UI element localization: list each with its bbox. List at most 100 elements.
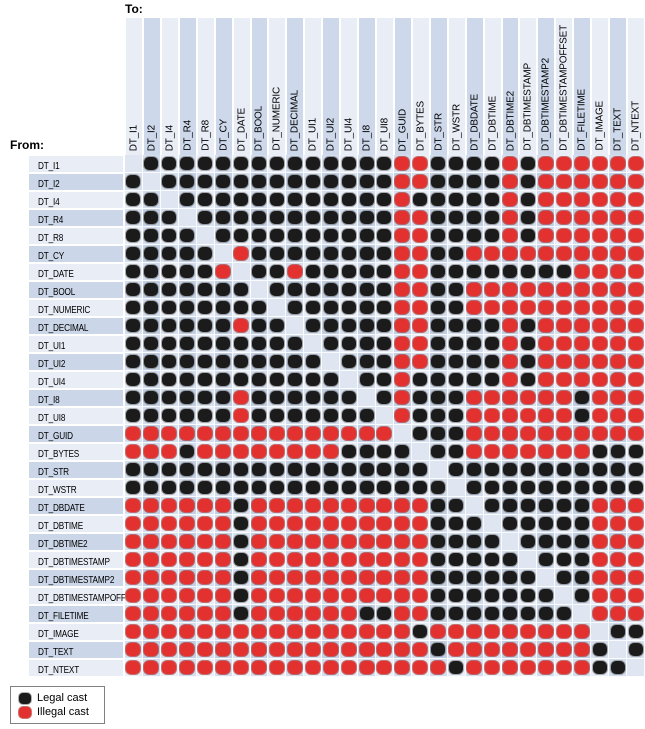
illegal-cast-dot — [395, 607, 410, 620]
cell-DT_DBTIMESTAMP-to-DT_BYTES — [411, 551, 430, 569]
cell-DT_DATE-to-DT_FILETIME — [573, 263, 592, 281]
illegal-cast-dot — [395, 175, 410, 188]
illegal-cast-dot — [198, 517, 213, 530]
illegal-cast-dot — [592, 229, 607, 242]
legal-cast-dot — [485, 175, 500, 188]
legal-cast-dot — [144, 337, 159, 350]
legal-cast-dot — [413, 481, 428, 494]
legal-cast-dot — [144, 211, 159, 224]
row-label-text: DT_GUID — [38, 431, 73, 442]
cell-DT_DBTIMESTAMPOFFSET-to-DT_DBDATE — [465, 587, 484, 605]
illegal-cast-dot — [269, 589, 284, 602]
legal-cast-dot — [234, 481, 249, 494]
illegal-cast-dot — [538, 211, 553, 224]
cell-DT_R4-to-DT_I1 — [125, 209, 143, 227]
cell-DT_NTEXT-to-DT_UI8 — [376, 659, 394, 677]
cell-DT_STR-to-DT_DBDATE — [465, 461, 484, 479]
cell-DT_R4-to-DT_DBTIME2 — [501, 209, 520, 227]
cell-DT_I1-to-DT_DBTIMESTAMPOFFSET — [555, 155, 574, 173]
cell-DT_UI4-to-DT_I1 — [125, 371, 143, 389]
illegal-cast-dot — [413, 499, 428, 512]
cell-DT_UI4-to-DT_BOOL — [250, 371, 269, 389]
legal-cast-dot — [485, 463, 500, 476]
cell-DT_UI4-to-DT_R8 — [196, 371, 215, 389]
cell-DT_CY-to-DT_BYTES — [411, 245, 430, 263]
legal-cast-dot — [431, 571, 446, 584]
legal-cast-dot — [520, 589, 535, 602]
cell-DT_DBDATE-to-DT_UI8 — [376, 497, 394, 515]
cell-DT_NTEXT-to-DT_CY — [214, 659, 233, 677]
cell-DT_NUMERIC-to-DT_UI8 — [376, 299, 394, 317]
cell-DT_I2-to-DT_DBTIME2 — [501, 173, 520, 191]
legal-cast-dot — [431, 409, 446, 422]
cell-DT_BYTES-to-DT_NTEXT — [627, 443, 645, 461]
illegal-cast-dot — [162, 571, 177, 584]
legal-cast-dot — [431, 517, 446, 530]
illegal-cast-dot — [574, 283, 589, 296]
legal-cast-dot — [323, 373, 338, 386]
cell-DT_WSTR-to-DT_NTEXT — [627, 479, 645, 497]
illegal-cast-dot — [198, 535, 213, 548]
cell-DT_DBDATE-to-DT_GUID — [393, 497, 412, 515]
cell-DT_R8-to-DT_R4 — [178, 227, 197, 245]
illegal-cast-dot — [395, 661, 410, 674]
illegal-cast-dot — [216, 553, 231, 566]
cell-DT_DATE-to-DT_IMAGE — [591, 263, 610, 281]
legal-cast-dot — [234, 589, 249, 602]
matrix-row-DT_UI2: DT_UI2 — [0, 353, 645, 371]
cell-DT_DBTIME2-to-DT_DBTIMESTAMPOFFSET — [555, 533, 574, 551]
illegal-cast-dot — [520, 247, 535, 260]
legal-cast-dot — [287, 211, 302, 224]
cell-DT_WSTR-to-DT_UI8 — [376, 479, 394, 497]
legal-cast-dot — [287, 337, 302, 350]
cell-DT_DECIMAL-to-DT_DBTIMESTAMPOFFSET — [555, 317, 574, 335]
cell-DT_FILETIME-to-DT_CY — [214, 605, 233, 623]
illegal-cast-dot — [538, 247, 553, 260]
legal-cast-dot — [269, 193, 284, 206]
matrix-row-DT_CY: DT_CY — [0, 245, 645, 263]
illegal-cast-dot — [341, 499, 356, 512]
cell-DT_I4-to-DT_I1 — [125, 191, 143, 209]
cell-DT_DBTIME2-to-DT_DBTIME — [483, 533, 502, 551]
cell-DT_DATE-to-DT_I8 — [358, 263, 377, 281]
illegal-cast-dot — [503, 427, 517, 440]
cell-DT_UI1-to-DT_UI8 — [376, 335, 394, 353]
cell-DT_R8-to-DT_CY — [214, 227, 233, 245]
legal-cast-dot — [431, 157, 446, 170]
row-label-DT_DBTIMESTAMP: DT_DBTIMESTAMP — [28, 551, 123, 569]
cell-DT_UI1-to-DT_BOOL — [250, 335, 269, 353]
cell-DT_R4-to-DT_I4 — [160, 209, 179, 227]
legal-cast-dot — [449, 283, 464, 296]
cell-DT_UI1-to-DT_NUMERIC — [268, 335, 287, 353]
illegal-cast-dot — [538, 337, 553, 350]
matrix-row-DT_BOOL: DT_BOOL — [0, 281, 645, 299]
legal-cast-dot — [449, 661, 464, 674]
cell-DT_STR-to-DT_TEXT — [609, 461, 628, 479]
cell-DT_CY-to-DT_DBTIMESTAMPOFFSET — [555, 245, 574, 263]
column-header-DT_DATE: DT_DATE — [232, 18, 251, 155]
cell-DT_UI8-to-DT_TEXT — [609, 407, 628, 425]
legal-cast-dot — [341, 247, 356, 260]
cell-DT_I1-to-DT_UI4 — [340, 155, 359, 173]
cell-DT_DBTIME2-to-DT_DBTIMESTAMP2 — [537, 533, 556, 551]
cell-DT_TEXT-to-DT_DECIMAL — [286, 641, 305, 659]
legal-cast-dot — [198, 265, 213, 278]
legal-cast-dot — [323, 463, 338, 476]
cell-DT_DATE-to-DT_UI1 — [304, 263, 323, 281]
cell-DT_DBTIME-to-DT_R4 — [178, 515, 197, 533]
cell-DT_STR-to-DT_DBTIME2 — [501, 461, 520, 479]
illegal-cast-dot — [485, 445, 500, 458]
matrix-row-DT_WSTR: DT_WSTR — [0, 479, 645, 497]
matrix-row-DT_I8: DT_I8 — [0, 389, 645, 407]
cell-DT_I2-to-DT_UI2 — [322, 173, 341, 191]
cell-DT_BOOL-to-DT_WSTR — [447, 281, 466, 299]
illegal-cast-dot — [592, 499, 607, 512]
cell-DT_DECIMAL-to-DT_I2 — [142, 317, 161, 335]
illegal-cast-dot — [234, 625, 249, 638]
legal-cast-dot — [287, 193, 302, 206]
cell-DT_UI8-to-DT_GUID — [393, 407, 412, 425]
cell-DT_WSTR-to-DT_DBDATE — [465, 479, 484, 497]
cell-DT_BOOL-to-DT_DBDATE — [465, 281, 484, 299]
column-header-label: DT_NUMERIC — [271, 87, 283, 151]
legal-cast-dot — [144, 355, 159, 368]
